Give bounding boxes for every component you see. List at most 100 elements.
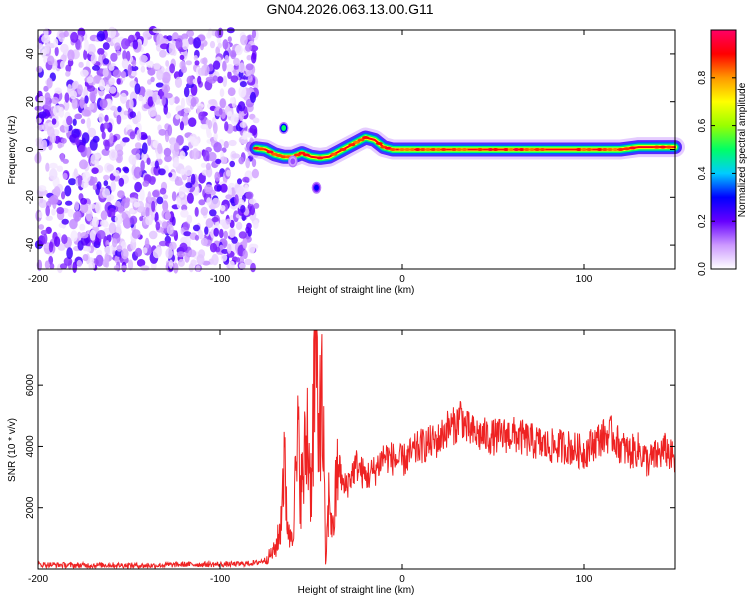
heatmap-noise-cell — [163, 147, 172, 157]
heatmap-noise-cell — [63, 30, 69, 38]
heatmap-noise-cell — [89, 90, 96, 103]
heatmap-noise-cell — [91, 216, 99, 228]
heatmap-noise-cell — [38, 211, 43, 219]
heatmap-noise-cell — [101, 131, 106, 140]
heatmap-signal-peak — [538, 148, 546, 151]
heatmap-noise-cell — [151, 200, 156, 212]
heatmap-noise-cell — [121, 38, 130, 50]
heatmap-noise-cell — [114, 214, 124, 225]
heatmap-noise-cell — [239, 138, 248, 144]
heatmap-noise-cell — [146, 60, 154, 68]
heatmap-noise-cell — [45, 42, 50, 55]
heatmap-noise-cell — [109, 132, 114, 144]
heatmap-noise-cell — [108, 77, 116, 85]
heatmap-noise-cell — [147, 135, 152, 147]
heatmap-noise-cell — [147, 96, 154, 107]
heatmap-noise-cell — [128, 154, 137, 165]
heatmap-noise-cell — [80, 232, 89, 239]
heatmap-noise-cell — [238, 156, 245, 165]
heatmap-noise-cell — [67, 58, 74, 67]
heatmap-blob — [314, 184, 319, 191]
heatmap-noise-cell — [73, 168, 78, 178]
heatmap-noise-cell — [206, 131, 212, 139]
heatmap-noise-cell — [230, 75, 239, 83]
heatmap-noise-cell — [75, 137, 80, 146]
heatmap-noise-cell — [49, 162, 58, 169]
heatmap-noise-cell — [219, 156, 228, 165]
heatmap-noise-cell — [200, 162, 207, 168]
heatmap-noise-cell — [86, 76, 94, 84]
heatmap-noise-cell — [198, 199, 206, 206]
heatmap-noise-cell — [184, 252, 190, 263]
heatmap-noise-cell — [242, 130, 248, 140]
heatmap-noise-cell — [129, 65, 139, 72]
snr-x-ticks: -200 -100 0 100 — [28, 330, 593, 585]
heatmap-noise-cell — [86, 246, 92, 253]
heatmap-noise-cell — [207, 27, 213, 37]
heatmap-noise-cell — [165, 60, 170, 67]
heatmap-noise-cell — [159, 187, 167, 195]
heatmap-noise-cell — [135, 153, 141, 161]
heatmap-noise-cell — [213, 60, 221, 70]
heatmap-noise-cell — [175, 38, 183, 50]
heatmap-noise-cell — [209, 40, 216, 49]
heatmap-noise-cell — [152, 92, 157, 103]
heatmap-noise-cell — [156, 69, 164, 81]
heatmap-noise-cell — [122, 50, 127, 61]
heatmap-signal-peak — [419, 148, 427, 151]
heatmap-noise-cell — [134, 181, 143, 193]
heatmap-noise-cell — [134, 247, 143, 257]
heatmap-noise-cell — [200, 123, 209, 130]
heatmap-noise-cell — [80, 118, 86, 125]
heatmap-noise-cell — [168, 259, 174, 269]
heatmap-signal-peak — [298, 151, 306, 155]
heatmap-signal-peak — [502, 148, 510, 151]
heatmap-blob — [290, 158, 296, 165]
heatmap-noise-cell — [205, 162, 211, 171]
heatmap-noise-cell — [190, 97, 197, 107]
heatmap-noise-cell — [215, 158, 222, 164]
heatmap-noise-cell — [130, 70, 138, 77]
heatmap-noise-cell — [163, 85, 168, 98]
heatmap-noise-cell — [122, 137, 130, 143]
heatmap-noise-cell — [70, 31, 79, 43]
heatmap-noise-cell — [60, 43, 69, 54]
heatmap-noise-cell — [219, 205, 226, 212]
heatmap-noise-cell — [202, 150, 210, 162]
heatmap-noise-cell — [60, 60, 65, 69]
y-tick-label: -20 — [25, 190, 36, 205]
heatmap-signal-peak — [375, 142, 383, 145]
heatmap-noise-cell — [211, 197, 221, 209]
heatmap-noise-cell — [173, 157, 180, 167]
heatmap-noise-cell — [91, 167, 99, 174]
heatmap-noise-cell — [200, 206, 208, 216]
heatmap-signal-peak — [424, 148, 432, 151]
figure-title: GN04.2026.063.13.00.G11 — [266, 1, 433, 17]
heatmap-noise-cell — [92, 135, 100, 143]
heatmap-noise-cell — [180, 199, 186, 206]
heatmap-noise-cell — [217, 42, 222, 49]
heatmap-noise-cell — [164, 155, 172, 163]
heatmap-noise-cell — [245, 43, 252, 52]
heatmap-noise-cell — [190, 173, 196, 185]
heatmap-noise-cell — [97, 48, 105, 56]
heatmap-signal-peak — [434, 148, 442, 151]
snr-panel: -200 -100 0 100 2000 4000 6000 Height of stra… — [7, 329, 676, 596]
heatmap-noise-cell — [238, 231, 247, 239]
heatmap-noise-cell — [123, 167, 130, 174]
heatmap-noise-cell — [209, 209, 217, 217]
heatmap-noise-cell — [48, 255, 54, 265]
colorbar-frame — [710, 29, 737, 270]
y-tick-label: 4000 — [25, 435, 36, 458]
heatmap-noise-cell — [183, 107, 191, 114]
heatmap-noise-cell — [49, 263, 55, 270]
heatmap-noise-cell — [141, 151, 147, 163]
heatmap-noise-cell — [219, 219, 227, 226]
heatmap-signal-peak — [623, 147, 630, 151]
heatmap-noise-cell — [206, 197, 212, 206]
heatmap-noise-cell — [72, 118, 77, 126]
heatmap-noise-cell — [139, 216, 144, 222]
heatmap-blob — [281, 125, 287, 131]
heatmap-signal-peak — [606, 148, 614, 151]
